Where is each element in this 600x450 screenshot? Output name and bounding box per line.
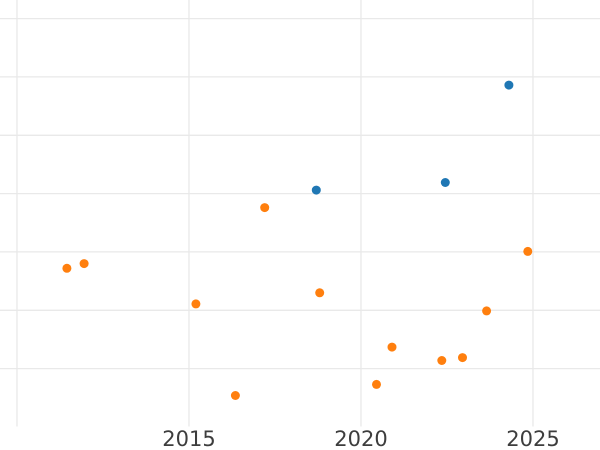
data-point-orange-series	[79, 259, 89, 269]
x-tick-label: 2020	[334, 427, 387, 450]
data-point-orange-series	[191, 299, 201, 309]
data-point-orange-series	[437, 356, 447, 365]
data-point-orange-series	[260, 203, 270, 213]
x-tick-label: 2015	[162, 427, 215, 450]
x-tick-label: 2025	[506, 427, 559, 450]
data-point-blue-series	[440, 178, 450, 187]
data-point-orange-series	[387, 342, 397, 352]
data-point-orange-series	[482, 306, 492, 316]
data-point-orange-series	[458, 353, 467, 363]
data-point-orange-series	[372, 379, 381, 389]
data-point-blue-series	[504, 80, 514, 90]
data-point-orange-series	[62, 263, 72, 273]
data-point-orange-series	[523, 246, 533, 256]
data-point-orange-series	[315, 288, 325, 298]
data-point-blue-series	[311, 185, 321, 195]
data-point-orange-series	[230, 391, 240, 400]
